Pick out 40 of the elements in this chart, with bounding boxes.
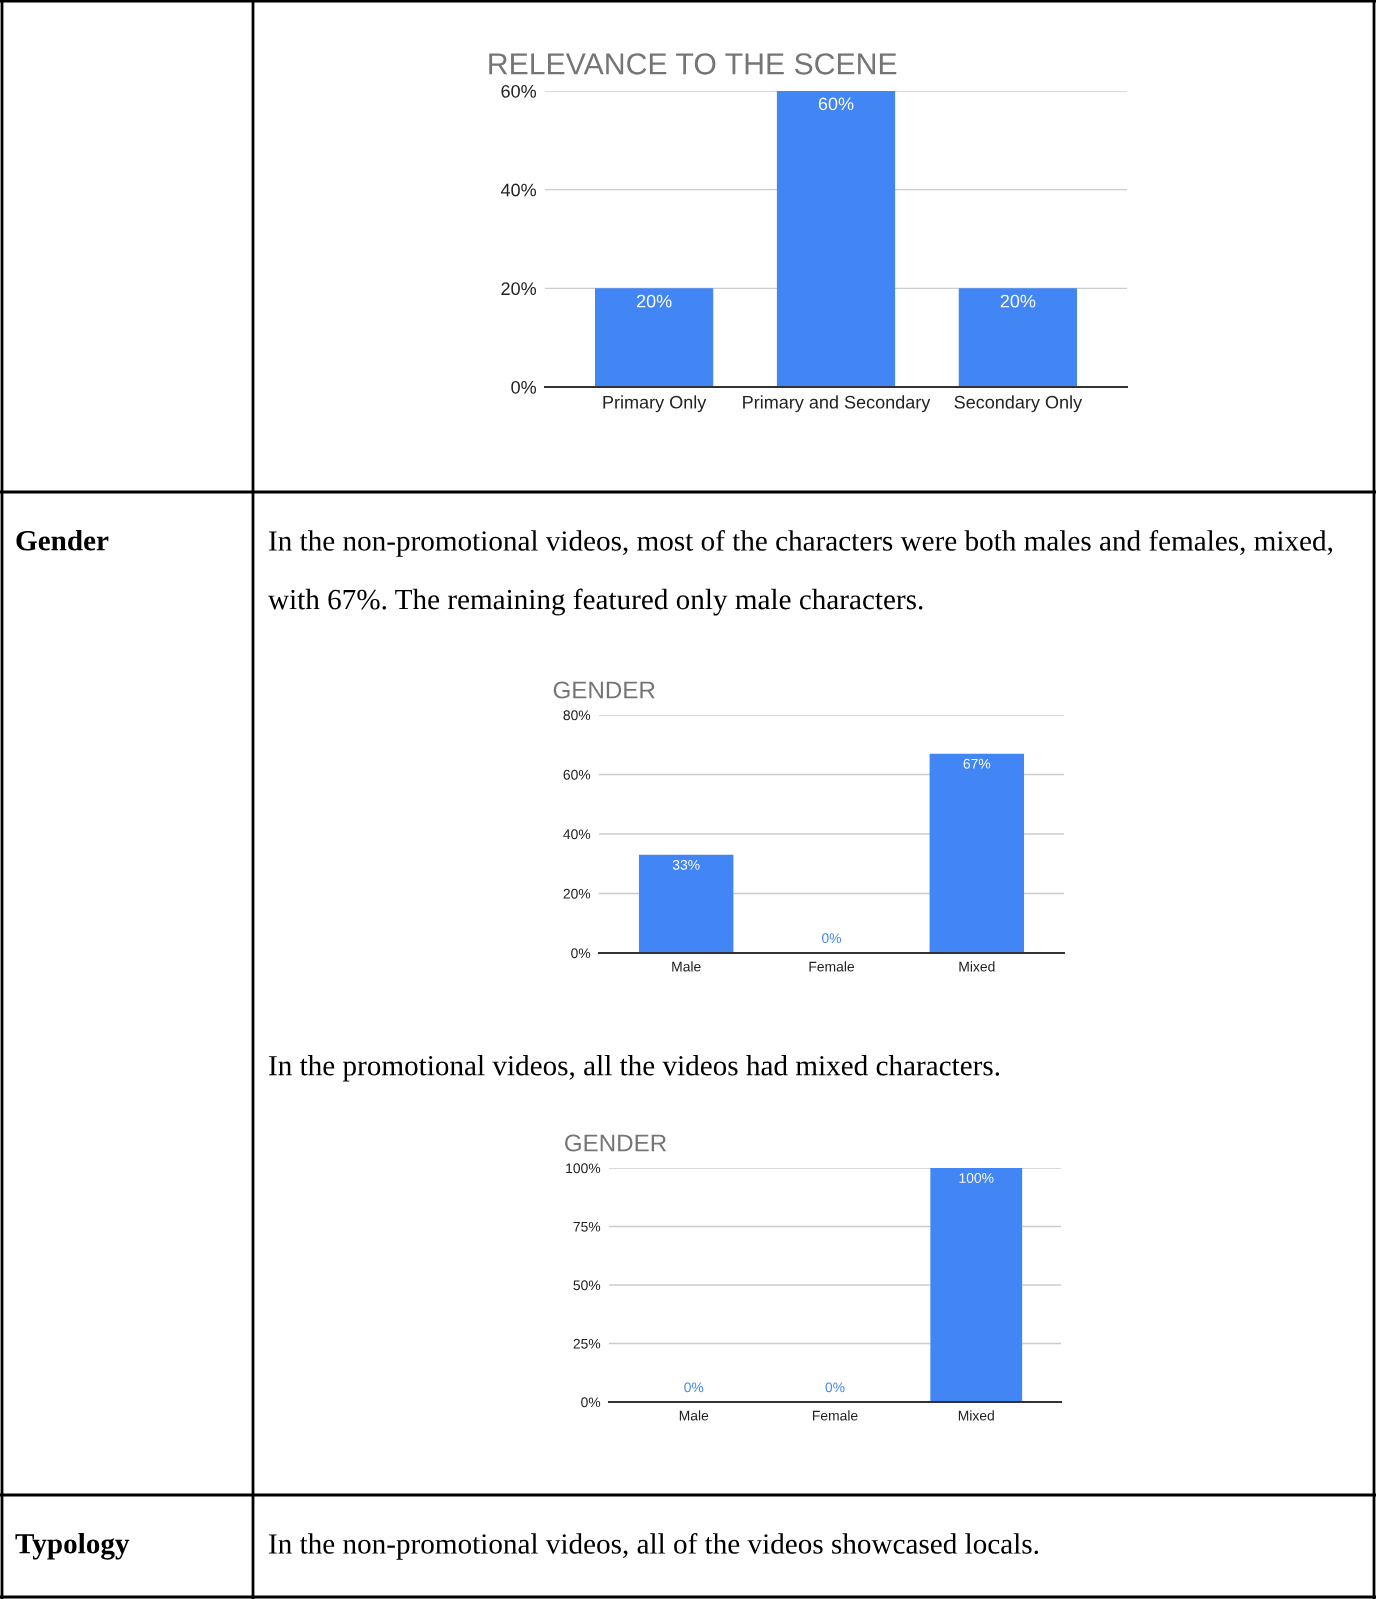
data-label: 100% xyxy=(959,1173,994,1183)
x-tick-label: Female xyxy=(809,961,855,972)
y-tick-label: 0% xyxy=(581,1397,601,1408)
x-tick-label: Primary and Secondary xyxy=(743,395,931,413)
data-label: 60% xyxy=(818,97,854,111)
chart-title: GENDER xyxy=(565,1134,667,1152)
data-label: 20% xyxy=(636,294,672,308)
x-tick-label: Male xyxy=(672,961,701,972)
data-label: 33% xyxy=(672,859,700,870)
x-tick-label: Male xyxy=(679,1410,709,1421)
chart-title: RELEVANCE TO THE SCENE xyxy=(489,53,897,75)
x-tick-label: Mixed xyxy=(959,961,995,972)
y-tick-label: 80% xyxy=(563,710,591,721)
data-label: 0% xyxy=(684,1382,704,1393)
y-tick-label: 50% xyxy=(573,1280,601,1291)
x-tick-label: Secondary Only xyxy=(954,395,1083,413)
y-tick-label: 0% xyxy=(511,380,537,394)
text: In the promotional videos, all the videos had mixed characters. xyxy=(269,1055,1000,1082)
y-tick-label: 40% xyxy=(563,829,591,840)
x-tick-label: Primary Only xyxy=(603,395,707,413)
data-label: 20% xyxy=(1000,294,1036,308)
text: Typology xyxy=(15,1533,130,1560)
chart-title: GENDER xyxy=(553,681,655,699)
y-tick-label: 0% xyxy=(571,948,591,959)
y-tick-label: 20% xyxy=(501,282,537,296)
data-label: 0% xyxy=(825,1382,845,1393)
y-tick-label: 60% xyxy=(501,84,537,98)
text: In the non-promotional videos, most of the characters were both males and females, mixed, with 67%. The remaining featured only male characters. xyxy=(268,530,1333,616)
y-tick-label: 100% xyxy=(566,1163,601,1174)
y-tick-label: 75% xyxy=(573,1221,601,1232)
data-label: 0% xyxy=(822,933,842,944)
text: In the non-promotional videos, all of the videos showcased locals. xyxy=(269,1533,1039,1560)
text: Gender xyxy=(16,530,109,551)
y-tick-label: 20% xyxy=(563,888,591,899)
x-tick-label: Female xyxy=(812,1410,858,1421)
data-label: 67% xyxy=(963,758,991,769)
y-tick-label: 25% xyxy=(573,1338,601,1349)
y-tick-label: 60% xyxy=(563,769,591,780)
y-tick-label: 40% xyxy=(500,183,537,197)
x-tick-label: Mixed xyxy=(958,1410,994,1421)
